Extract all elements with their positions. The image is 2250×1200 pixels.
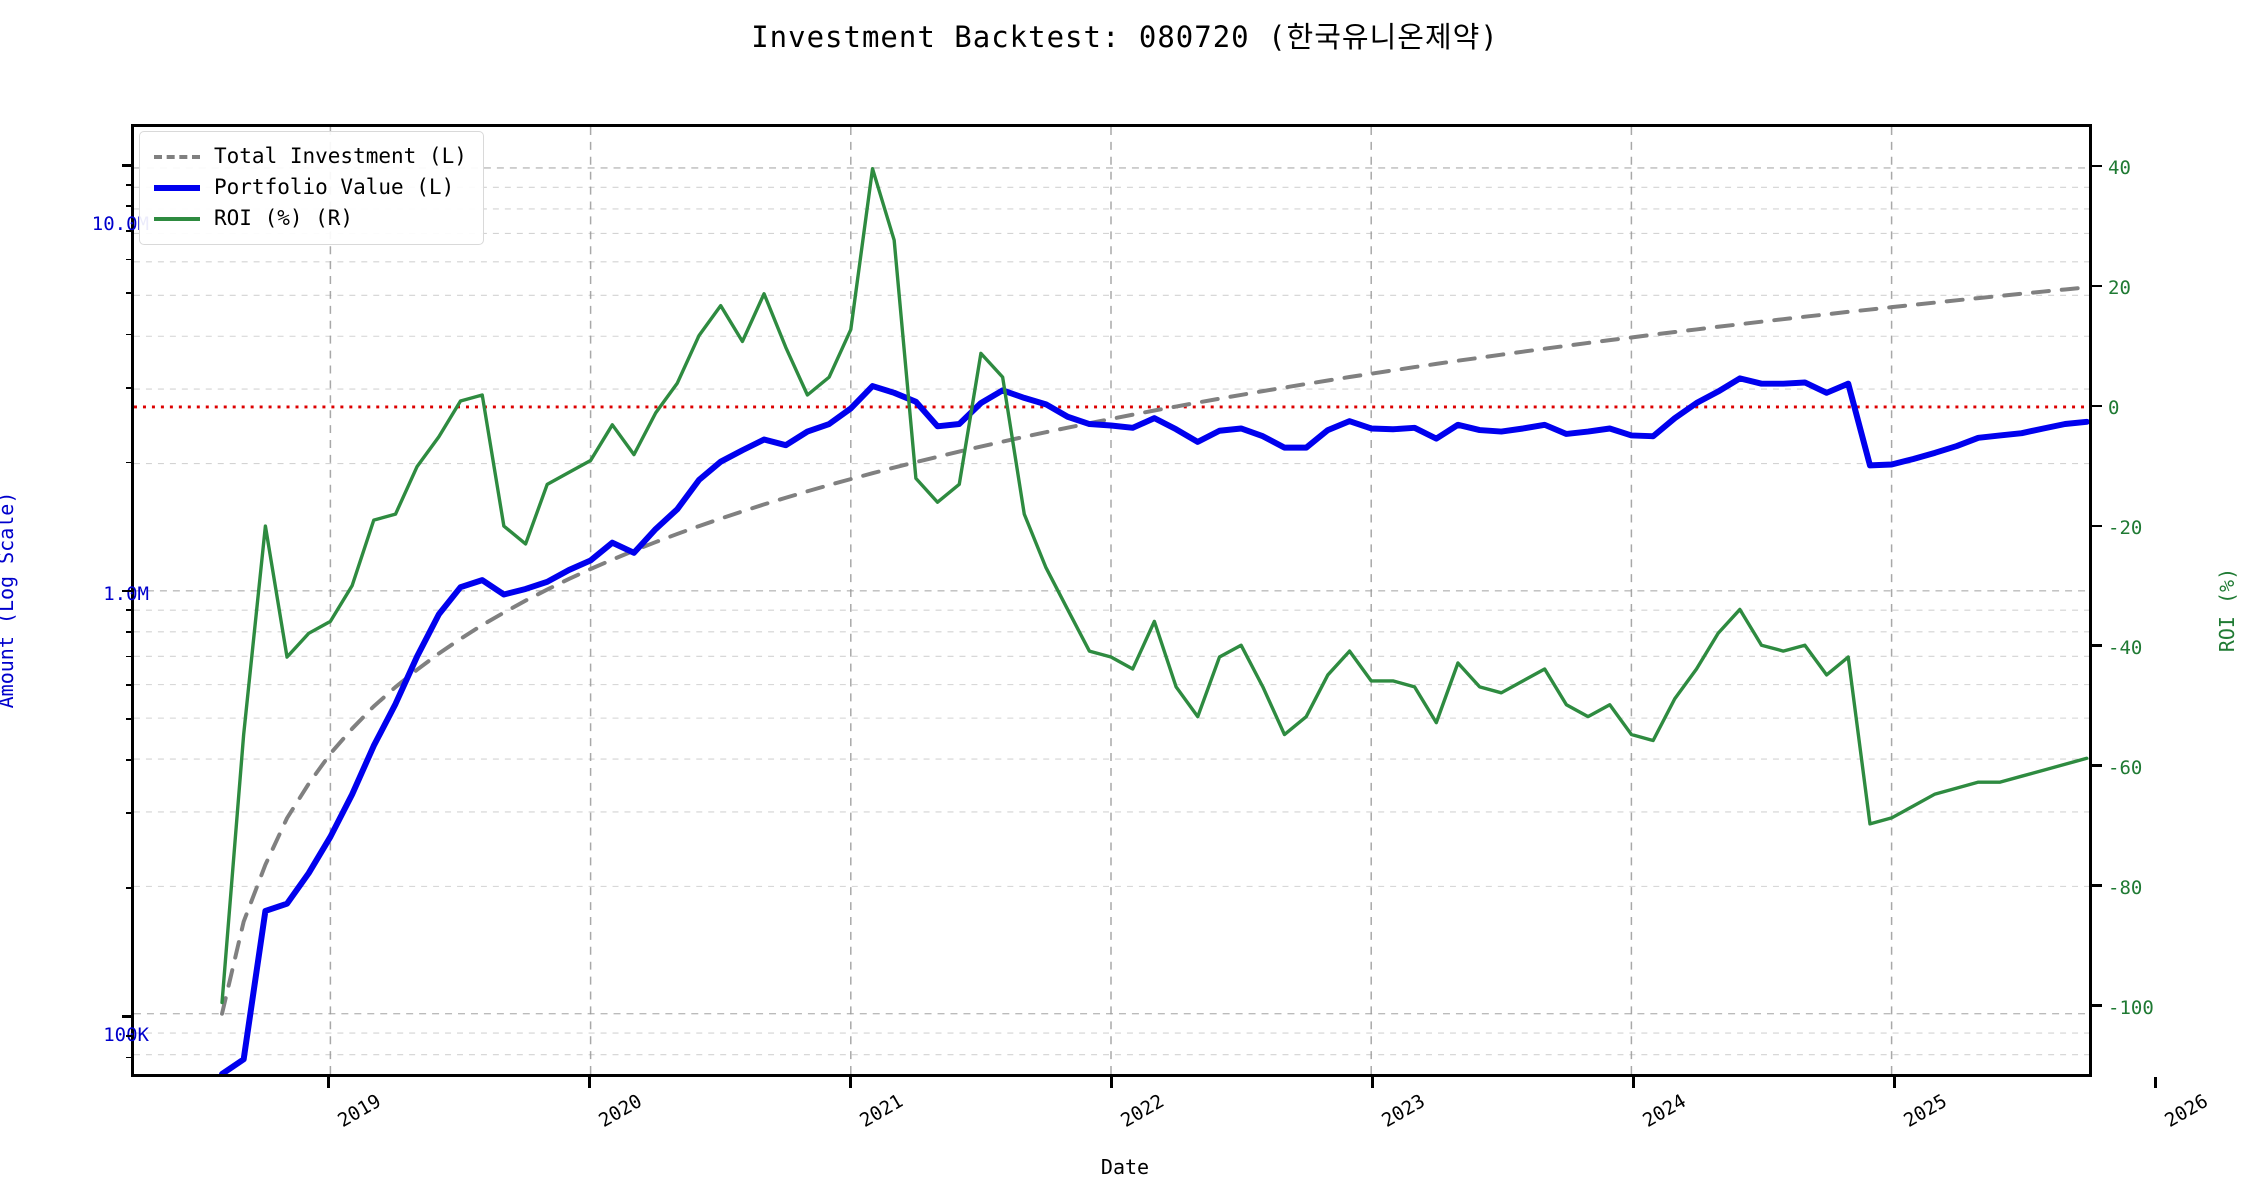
legend-swatch-blue-line-icon [154, 184, 200, 191]
legend-label-portfolio-value: Portfolio Value (L) [214, 175, 455, 199]
axis-tick-mark [126, 717, 132, 720]
x-tick-2023: 2023 [1378, 1090, 1429, 1132]
axis-tick-mark [2092, 404, 2102, 408]
x-tick-2025: 2025 [1900, 1090, 1951, 1132]
axis-tick-mark [126, 333, 132, 336]
axis-tick-mark [2092, 1004, 2102, 1007]
axis-tick-mark [126, 292, 132, 295]
legend-item-total-investment[interactable]: Total Investment (L) [154, 141, 467, 172]
axis-tick-mark [849, 1077, 852, 1088]
y-tick-right-1: 20 [2108, 277, 2131, 299]
x-tick-2020: 2020 [595, 1090, 646, 1132]
axis-tick-mark [2092, 884, 2102, 887]
y-tick-right-4: -40 [2108, 637, 2143, 659]
chart-legend[interactable]: Total Investment (L) Portfolio Value (L)… [139, 131, 484, 245]
x-tick-2021: 2021 [856, 1090, 907, 1132]
axis-tick-mark [122, 164, 132, 167]
y-tick-right-6: -80 [2108, 877, 2143, 899]
axis-tick-mark [126, 1056, 132, 1059]
axis-tick-mark [122, 589, 132, 593]
x-axis-label: Date [1100, 1155, 1150, 1179]
axis-tick-mark [126, 386, 132, 389]
legend-swatch-green-line-icon [154, 216, 200, 221]
axis-tick-mark [1371, 1077, 1374, 1088]
axis-tick-mark [2092, 164, 2102, 168]
x-tick-2019: 2019 [334, 1090, 385, 1132]
axis-tick-mark [126, 205, 132, 208]
axis-tick-mark [126, 258, 132, 261]
axis-tick-mark [2154, 1077, 2157, 1088]
legend-item-roi[interactable]: ROI (%) (R) [154, 203, 467, 234]
axis-tick-mark [126, 631, 132, 633]
axis-tick-mark [1632, 1077, 1635, 1088]
page-title: Investment Backtest: 080720 (한국유니온제약) [751, 20, 1499, 54]
axis-tick-mark [2092, 764, 2102, 767]
axis-tick-mark [2092, 644, 2102, 647]
x-tick-2026: 2026 [2161, 1090, 2212, 1132]
axis-tick-mark [2092, 284, 2102, 288]
axis-tick-mark [588, 1077, 591, 1088]
y-tick-right-7: -100 [2108, 997, 2154, 1019]
chart-canvas [134, 127, 2089, 1074]
legend-label-roi: ROI (%) (R) [214, 206, 354, 230]
y-tick-left-0: 10.0M [91, 213, 149, 235]
legend-swatch-dashed-line-icon [154, 154, 200, 159]
axis-tick-mark [126, 887, 132, 889]
axis-tick-mark [126, 461, 132, 464]
y-tick-left-1: 1.0M [103, 583, 149, 605]
axis-tick-mark [126, 655, 132, 658]
x-tick-2022: 2022 [1117, 1090, 1168, 1132]
y-tick-right-5: -60 [2108, 757, 2143, 779]
axis-tick-mark [126, 812, 132, 815]
axis-tick-mark [126, 230, 132, 232]
axis-tick-mark [1110, 1077, 1113, 1088]
y-tick-right-3: -20 [2108, 517, 2143, 539]
axis-tick-mark [2092, 524, 2102, 528]
y-tick-right-2: 0 [2108, 397, 2120, 419]
axis-tick-mark [126, 1034, 132, 1037]
axis-tick-mark [126, 183, 132, 186]
axis-tick-mark [126, 759, 132, 761]
legend-label-total-investment: Total Investment (L) [214, 144, 467, 168]
y-tick-right-0: 40 [2108, 157, 2131, 179]
axis-tick-mark [126, 609, 132, 612]
axis-tick-mark [1893, 1077, 1896, 1088]
x-tick-2024: 2024 [1639, 1090, 1690, 1132]
axis-tick-mark [327, 1077, 330, 1088]
plot-area [131, 124, 2092, 1077]
axis-tick-mark [126, 684, 132, 686]
legend-item-portfolio-value[interactable]: Portfolio Value (L) [154, 172, 467, 203]
axis-tick-mark [122, 1015, 132, 1018]
